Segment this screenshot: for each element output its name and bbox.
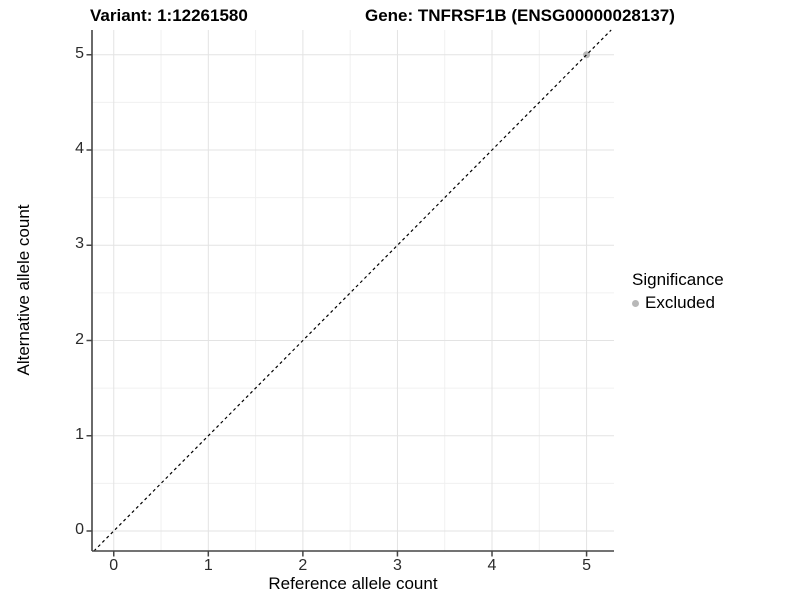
- x-tick-label: 2: [298, 557, 308, 574]
- legend-item-label: Excluded: [645, 293, 715, 312]
- x-tick-label: 1: [203, 557, 213, 574]
- y-tick-label: 4: [75, 140, 84, 157]
- y-tick-label: 2: [75, 330, 84, 348]
- x-tick-label: 3: [392, 557, 402, 574]
- y-tick-label: 0: [75, 520, 84, 538]
- legend-point-icon: [632, 299, 639, 307]
- legend-item-excluded: Excluded: [629, 293, 724, 313]
- y-axis-title: Alternative allele count: [14, 204, 33, 376]
- x-tick-label: 5: [582, 557, 592, 574]
- x-axis-title: Reference allele count: [268, 574, 438, 593]
- plot-panel: [86, 29, 614, 557]
- significance-legend: Significance Excluded: [629, 270, 724, 313]
- y-tick-label: 3: [75, 235, 84, 253]
- x-tick-label: 0: [109, 557, 119, 574]
- y-tick-label: 1: [75, 425, 84, 443]
- identity-abline: [93, 29, 612, 552]
- plot-title-variant: Variant: 1:12261580: [90, 6, 248, 25]
- plot-title-gene: Gene: TNFRSF1B (ENSG00000028137): [365, 6, 675, 25]
- y-tick-label: 5: [75, 44, 84, 62]
- legend-title: Significance: [632, 270, 724, 289]
- x-tick-label: 4: [487, 557, 497, 574]
